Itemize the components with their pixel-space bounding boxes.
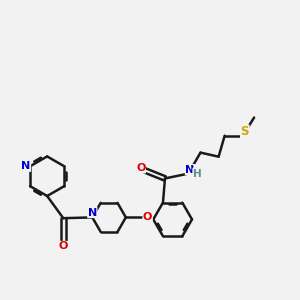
Text: N: N	[88, 208, 97, 218]
Text: O: O	[136, 163, 146, 173]
Text: H: H	[193, 169, 202, 178]
Text: N: N	[185, 165, 195, 175]
Text: S: S	[241, 125, 249, 138]
Text: O: O	[58, 242, 68, 251]
Text: N: N	[21, 161, 31, 171]
Text: O: O	[143, 212, 152, 222]
